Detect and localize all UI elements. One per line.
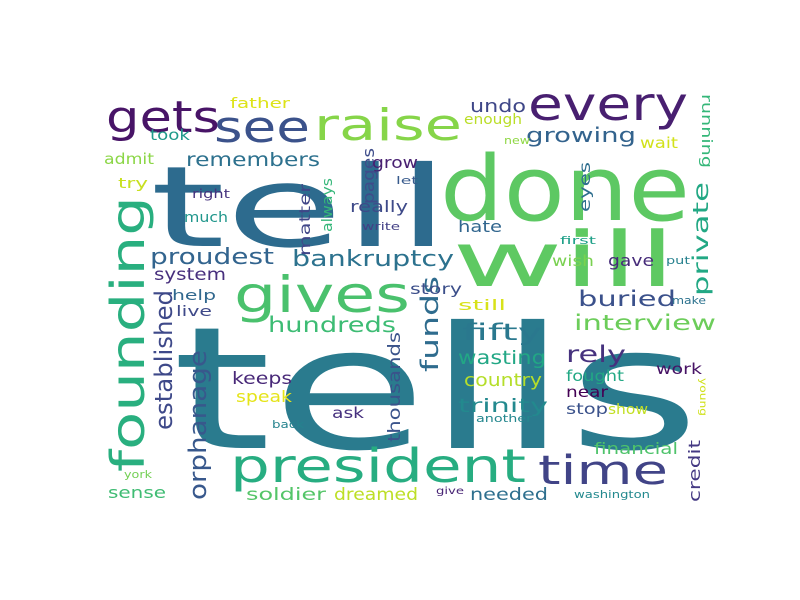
- word-young: young: [697, 378, 708, 416]
- word-write: write: [362, 220, 400, 233]
- word-needed: needed: [470, 485, 548, 505]
- word-trinity: trinity: [458, 395, 548, 417]
- word-really: really: [350, 197, 408, 216]
- word-work: work: [656, 360, 702, 378]
- word-president: president: [230, 439, 526, 493]
- word-try: try: [118, 176, 148, 192]
- word-enough: enough: [464, 112, 522, 128]
- word-make: make: [672, 294, 706, 307]
- word-always: always: [320, 178, 336, 232]
- word-dreamed: dreamed: [334, 485, 418, 505]
- word-matter: matter: [296, 183, 314, 256]
- word-story: story: [410, 280, 462, 298]
- word-keeps: keeps: [232, 369, 292, 389]
- word-undo: undo: [470, 96, 526, 117]
- word-bankruptcy: bankruptcy: [292, 247, 454, 272]
- word-live: live: [176, 304, 212, 320]
- word-time: time: [538, 448, 668, 494]
- word-wish: wish: [552, 252, 594, 270]
- word-will: will: [452, 215, 676, 304]
- word-growing: growing: [526, 123, 636, 147]
- word-help: help: [172, 288, 216, 304]
- word-right: right: [192, 187, 230, 201]
- word-funds: funds: [416, 276, 444, 372]
- word-speak: speak: [236, 387, 293, 406]
- word-founding: founding: [101, 196, 155, 472]
- word-gets: gets: [106, 92, 220, 143]
- word-pages: pages: [359, 148, 378, 204]
- word-done: done: [440, 137, 690, 242]
- word-father: father: [230, 96, 290, 112]
- word-near: near: [566, 383, 609, 401]
- word-running: running: [698, 94, 714, 168]
- word-gave: gave: [608, 251, 654, 270]
- word-proudest: proudest: [150, 245, 274, 270]
- word-system: system: [154, 265, 226, 285]
- word-new: new: [504, 134, 530, 147]
- word-see: see: [214, 102, 310, 153]
- word-ask: ask: [332, 404, 364, 422]
- word-took: took: [150, 126, 190, 144]
- word-country: country: [464, 370, 542, 391]
- word-put: put: [666, 254, 691, 267]
- word-admit: admit: [104, 150, 154, 168]
- word-wait: wait: [640, 134, 678, 152]
- word-eyes: eyes: [576, 162, 594, 212]
- word-show: show: [608, 402, 648, 418]
- word-give: give: [436, 486, 464, 497]
- word-every: every: [528, 77, 688, 131]
- word-let: let: [396, 174, 419, 187]
- word-wasting: wasting: [458, 347, 546, 369]
- word-fifty: fifty: [462, 320, 542, 346]
- word-back: back: [272, 418, 305, 431]
- word-private: private: [689, 182, 713, 296]
- word-tell: tell: [150, 143, 450, 273]
- word-washington: washington: [574, 488, 650, 501]
- word-sense: sense: [108, 483, 166, 502]
- word-another: another: [476, 412, 533, 425]
- word-established: established: [150, 290, 178, 430]
- word-much: much: [184, 210, 228, 226]
- word-soldier: soldier: [246, 485, 326, 505]
- word-thousands: thousands: [385, 332, 405, 442]
- word-tells: tells: [172, 291, 700, 489]
- word-buried: buried: [578, 287, 676, 311]
- word-financial: financial: [594, 439, 678, 458]
- word-orphanage: orphanage: [184, 350, 212, 500]
- word-stop: stop: [566, 400, 608, 418]
- word-interview: interview: [574, 311, 716, 335]
- word-remembers: remembers: [186, 149, 320, 171]
- word-first: first: [560, 234, 597, 247]
- word-fought: fought: [566, 367, 624, 385]
- word-hate: hate: [458, 217, 502, 236]
- word-credit: credit: [685, 440, 704, 502]
- word-rely: rely: [566, 342, 626, 368]
- word-york: york: [124, 468, 153, 481]
- word-still: still: [458, 298, 506, 314]
- word-raise: raise: [314, 100, 462, 151]
- word-gives: gives: [234, 266, 410, 324]
- word-grow: grow: [372, 153, 418, 172]
- word-hundreds: hundreds: [268, 313, 396, 337]
